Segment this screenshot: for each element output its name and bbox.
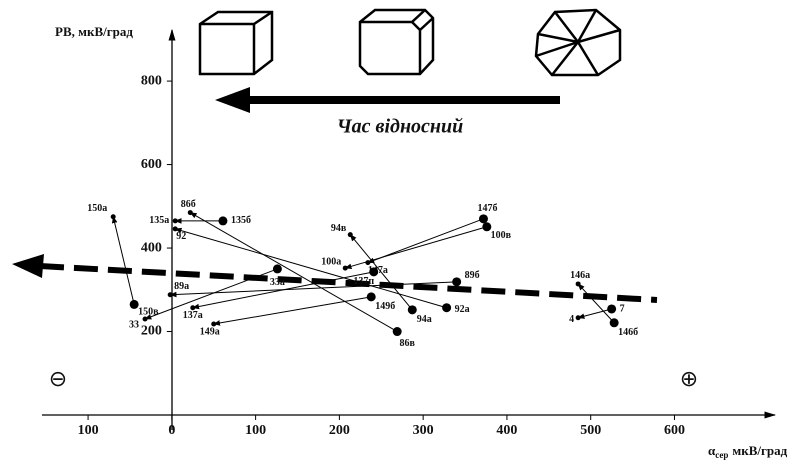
data-point — [367, 292, 376, 301]
data-point — [607, 304, 616, 313]
y-axis-label: РВ, мкВ/град — [55, 24, 133, 39]
plus-sign: ⊕ — [680, 366, 698, 391]
arrow-line — [368, 219, 484, 263]
point-label: 137а — [183, 310, 203, 321]
time-arrow-head — [215, 87, 250, 113]
data-point — [143, 317, 148, 322]
point-label: 86в — [399, 338, 415, 349]
arrow-line — [113, 217, 134, 305]
y-tick-label: 600 — [141, 157, 162, 172]
y-tick-label: 200 — [141, 324, 162, 339]
crystal-shapes — [200, 10, 620, 75]
point-label: 100в — [491, 230, 512, 241]
y-tick-label: 800 — [141, 73, 162, 88]
arrow-line — [578, 284, 614, 323]
point-label: 135а — [149, 215, 169, 226]
trend-arrow-head — [12, 254, 44, 278]
point-label: 149а — [200, 326, 220, 337]
x-tick-label: 300 — [413, 423, 434, 438]
arrow-line — [214, 297, 371, 324]
point-label: 86б — [181, 199, 196, 210]
x-tick-label: 100 — [245, 423, 266, 438]
x-axis-sub: сер — [715, 450, 728, 460]
data-point — [173, 218, 178, 223]
point-label: 33 — [129, 319, 139, 330]
data-point — [452, 277, 461, 286]
x-tick-label: 400 — [496, 423, 517, 438]
data-point — [479, 214, 488, 223]
annotation: Час відносний — [337, 116, 464, 138]
x-axis-unit: мкВ/град — [732, 443, 787, 458]
point-label: 147б — [477, 203, 497, 214]
data-point — [348, 232, 353, 237]
trend-line — [40, 266, 657, 300]
point-label: 92а — [455, 304, 470, 315]
minus-sign: ⊖ — [49, 366, 67, 391]
point-label: 150а — [87, 203, 107, 214]
point-label: 149б — [375, 301, 395, 312]
x-tick-label: 500 — [580, 423, 601, 438]
point-label: 150в — [138, 307, 159, 318]
point-label: 94а — [417, 314, 432, 325]
point-label: 146б — [618, 327, 638, 338]
data-point — [273, 264, 282, 273]
point-label: 4 — [569, 314, 574, 325]
point-label: 94в — [331, 223, 347, 234]
point-label: 89б — [465, 270, 480, 281]
point-label: 33а — [270, 277, 285, 288]
x-tick-label: 100 — [78, 423, 99, 438]
data-point — [188, 210, 193, 215]
data-point — [218, 216, 227, 225]
data-point — [393, 327, 402, 336]
x-tick-label: 0 — [168, 423, 175, 438]
y-tick-label: 400 — [141, 240, 162, 255]
data-point — [111, 214, 116, 219]
arrow-line — [578, 309, 612, 318]
arrow-line — [175, 229, 446, 308]
chart: РВ, мкВ/град αсермкВ/град Час відносний … — [0, 0, 805, 466]
point-label: 146а — [570, 270, 590, 281]
data-point — [576, 281, 581, 286]
point-label: 100а — [321, 256, 341, 267]
data-point — [610, 318, 619, 327]
point-label: 7 — [620, 303, 625, 314]
arrow-line — [190, 213, 397, 332]
point-label: 92 — [176, 231, 186, 242]
data-point — [369, 267, 378, 276]
data-point — [576, 315, 581, 320]
x-tick-label: 200 — [329, 423, 350, 438]
data-point — [168, 292, 173, 297]
data-point — [442, 303, 451, 312]
x-tick-label: 600 — [664, 423, 685, 438]
point-label: 89а — [174, 281, 189, 292]
point-label: 135б — [231, 215, 251, 226]
data-point — [343, 266, 348, 271]
data-point — [408, 305, 417, 314]
